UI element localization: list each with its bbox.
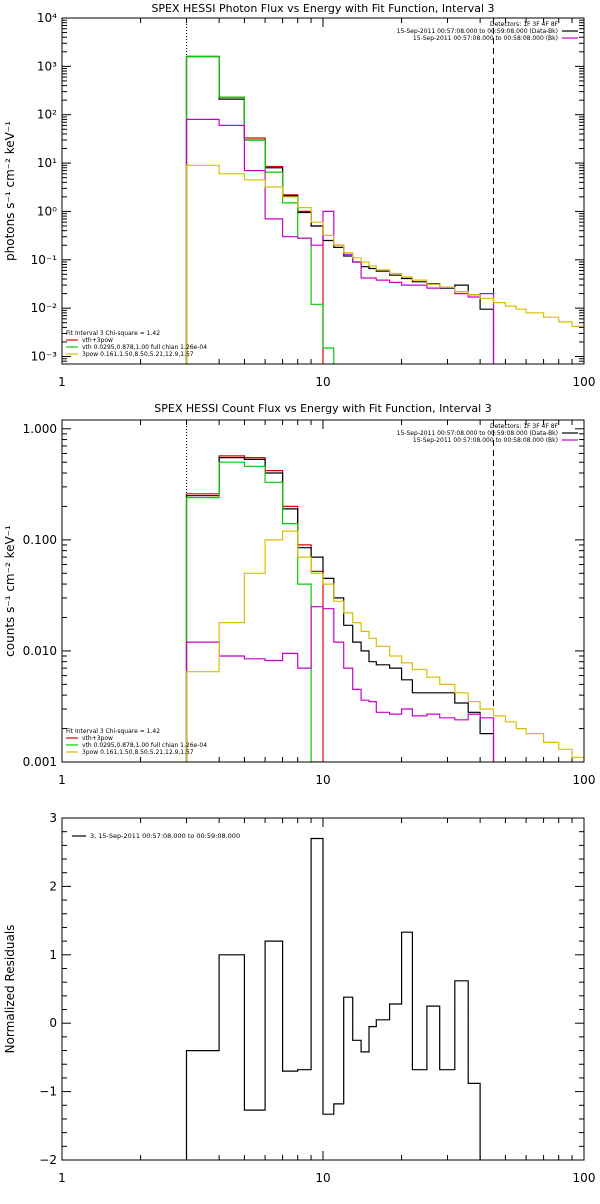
chart-title: SPEX HESSI Photon Flux vs Energy with Fi… [151, 2, 494, 15]
legend-top-text: 15-Sep-2011 00:57:08.000 to 00:59:08.000… [397, 28, 558, 35]
series-group [185, 837, 481, 1160]
legend-bottom-text: vth 0.0295,0.878,1.00 full chian 1.26e-0… [82, 344, 207, 351]
x-tick-label: 1 [58, 375, 66, 389]
legend-bottom-text: 3pow 0.161,1.50,8.50,5.21,12.9,1.57 [82, 749, 194, 756]
y-tick-label: 10⁴ [37, 11, 57, 25]
y-axis-label: counts s⁻¹ cm⁻² keV⁻¹ [3, 525, 17, 657]
legend-bottom-text: vth+3pow [82, 337, 113, 344]
series-group [185, 55, 584, 364]
chart-panel-2: SPEX HESSI Count Flux vs Energy with Fit… [3, 402, 595, 787]
series-line-1 [185, 837, 481, 1160]
y-tick-label: 10² [37, 108, 57, 122]
series-line-5 [185, 530, 584, 762]
plot-frame [61, 419, 585, 763]
plot-frame [61, 817, 585, 1161]
x-tick-label: 1 [58, 773, 66, 787]
legend-bottom-text: Fit Interval 3 Chi-square = 1.42 [66, 728, 160, 735]
y-tick-label: 10⁻³ [31, 350, 58, 364]
x-tick-label: 1 [58, 1171, 66, 1185]
series-line-1 [185, 455, 324, 762]
y-tick-label: 10⁻² [31, 301, 58, 315]
legend-top-text: 15-Sep-2011 00:57:08.000 to 00:58:08.000… [413, 437, 558, 444]
series-line-5 [185, 164, 584, 364]
chart-panel-3: Normalized Residuals 1 10 100 −2 −1 0 1 2 3 3, 15-… [3, 811, 595, 1185]
y-tick-label: 0.001 [23, 755, 57, 769]
y-axis-label: photons s⁻¹ cm⁻² keV⁻¹ [3, 121, 17, 261]
x-tick-label: 100 [573, 773, 596, 787]
y-tick-label: −2 [39, 1153, 57, 1167]
y-tick-label: 3 [49, 811, 57, 825]
series-line-2 [185, 55, 495, 364]
x-tick-label: 10 [315, 375, 330, 389]
series-line-3 [185, 461, 323, 762]
y-tick-label: 1 [49, 948, 57, 962]
legend-top-text: Detectors: 1F 3F 4F 8F [490, 423, 559, 430]
legend-text: 3, 15-Sep-2011 00:57:08.000 to 00:59:08.… [90, 832, 240, 840]
x-tick-label: 10 [315, 773, 330, 787]
y-tick-label: 0.100 [23, 533, 57, 547]
y-tick-label: −1 [39, 1085, 57, 1099]
legend-bottom-text: 3pow 0.161,1.50,8.50,5.21,12.9,1.57 [82, 351, 194, 358]
y-tick-label: 1.000 [23, 422, 57, 436]
chart-panel-1: SPEX HESSI Photon Flux vs Energy with Fi… [3, 2, 595, 389]
plot-frame [61, 17, 585, 365]
legend-bottom-text: vth+3pow [82, 735, 113, 742]
series-line-4 [185, 606, 495, 762]
series-line-3 [185, 55, 335, 364]
x-tick-label: 10 [315, 1171, 330, 1185]
x-tick-label: 100 [573, 1171, 596, 1185]
y-tick-label: 10⁻¹ [31, 253, 58, 267]
series-line-4 [185, 118, 495, 364]
legend-top-text: 15-Sep-2011 00:57:08.000 to 00:59:08.000… [397, 430, 558, 437]
chart-title: SPEX HESSI Count Flux vs Energy with Fit… [154, 402, 491, 415]
y-tick-label: 10¹ [37, 156, 57, 170]
y-tick-label: 0 [49, 1016, 57, 1030]
x-tick-label: 100 [573, 375, 596, 389]
y-tick-label: 0.010 [23, 644, 57, 658]
legend-top-text: Detectors: 1F 3F 4F 8F [490, 21, 559, 28]
series-line-2 [185, 457, 495, 762]
y-tick-label: 2 [49, 879, 57, 893]
y-tick-label: 10⁰ [37, 204, 57, 218]
legend-bottom-text: vth 0.0295,0.878,1.00 full chian 1.26e-0… [82, 742, 207, 749]
series-line-1 [185, 55, 324, 364]
y-tick-label: 10³ [37, 59, 57, 73]
legend-top-text: 15-Sep-2011 00:57:08.000 to 00:58:08.000… [413, 35, 558, 42]
legend-bottom-text: Fit Interval 3 Chi-square = 1.42 [66, 330, 160, 337]
series-group [185, 455, 584, 762]
y-axis-label: Normalized Residuals [3, 925, 17, 1054]
